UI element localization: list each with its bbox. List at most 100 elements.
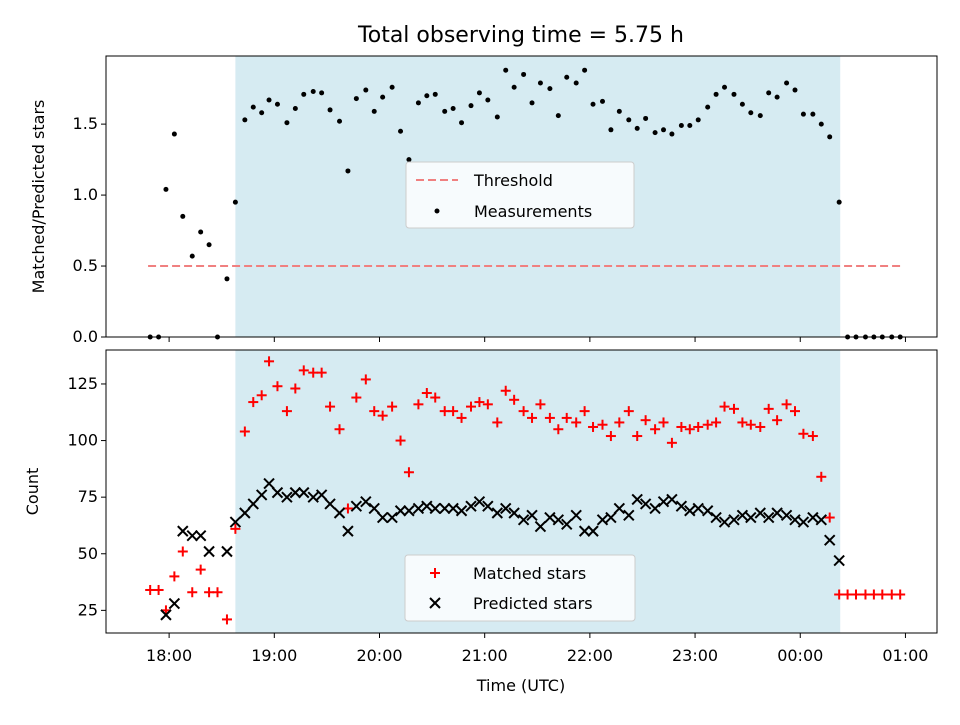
measurement-point xyxy=(389,84,395,90)
predicted-star-point xyxy=(160,609,172,621)
predicted-star-point xyxy=(482,500,494,512)
matched-star-point xyxy=(212,587,223,598)
measurement-point xyxy=(810,111,816,117)
matched-star-point xyxy=(195,564,206,575)
predicted-star-point xyxy=(639,498,652,510)
matched-star-point xyxy=(456,412,467,423)
measurement-point xyxy=(521,71,527,77)
predicted-star-point xyxy=(534,520,547,533)
measurement-point xyxy=(319,90,325,96)
matched-star-point xyxy=(527,412,538,423)
predicted-star-point xyxy=(631,493,643,506)
matched-star-point xyxy=(623,406,634,417)
predicted-star-point xyxy=(247,498,259,510)
measurement-point xyxy=(406,157,412,163)
measurement-point xyxy=(224,276,230,282)
predicted-star-point xyxy=(623,509,635,521)
measurement-point xyxy=(442,108,448,114)
predicted-star-point xyxy=(789,514,801,526)
bottom-plot-frame xyxy=(105,349,938,634)
matched-star-point xyxy=(439,406,450,417)
matched-star-point xyxy=(728,403,739,414)
x-axis-label: Time (UTC) xyxy=(476,676,565,695)
measurement-point xyxy=(669,131,675,137)
measurement-point xyxy=(380,94,386,100)
matched-star-point xyxy=(597,419,608,430)
predicted-star-point xyxy=(289,486,302,499)
predicted-star-point xyxy=(675,500,688,512)
measurement-point xyxy=(731,91,737,97)
matched-star-point xyxy=(719,401,730,412)
matched-star-point xyxy=(895,589,906,600)
measurement-point xyxy=(232,199,238,205)
measurement-point xyxy=(661,127,667,133)
predicted-star-point xyxy=(186,529,198,542)
predicted-star-point xyxy=(728,514,740,526)
x-tick-label: 18:00 xyxy=(146,646,192,665)
measurement-point xyxy=(189,253,195,259)
predicted-star-point xyxy=(605,511,617,524)
matched-star-point xyxy=(684,424,695,435)
predicted-star-point xyxy=(649,502,661,515)
matched-star-point xyxy=(824,512,835,523)
predicted-star-point xyxy=(578,525,591,537)
predicted-star-point xyxy=(771,507,783,519)
predicted-star-point xyxy=(360,495,372,508)
matched-star-point xyxy=(492,417,503,428)
predicted-star-point xyxy=(736,509,749,521)
measurement-point xyxy=(652,130,658,136)
predicted-star-point xyxy=(350,500,363,512)
predicted-star-point xyxy=(229,516,242,528)
measurement-point xyxy=(573,80,579,86)
matched-star-point xyxy=(377,410,388,421)
predicted-star-point xyxy=(439,502,451,515)
predicted-star-point xyxy=(596,514,609,526)
matched-star-point xyxy=(711,417,722,428)
legend-measurements-swatch xyxy=(434,208,440,214)
predicted-star-point xyxy=(815,514,827,526)
matched-star-point xyxy=(868,589,879,600)
matched-star-point xyxy=(807,431,818,442)
predicted-star-point xyxy=(281,491,293,503)
measurement-point xyxy=(564,74,570,80)
matched-star-point xyxy=(308,367,319,378)
predicted-star-point xyxy=(221,545,233,558)
predicted-star-point xyxy=(508,507,520,519)
top-plot-frame xyxy=(105,55,938,338)
matched-star-point xyxy=(204,587,215,598)
predicted-star-point xyxy=(168,597,181,610)
matched-star-point xyxy=(561,412,572,423)
matched-star-point xyxy=(281,406,292,417)
bottom-legend-box xyxy=(404,554,636,622)
legend-predicted-label: Predicted stars xyxy=(473,594,593,613)
predicted-star-point xyxy=(500,502,512,515)
predicted-star-point xyxy=(657,495,670,508)
matched-star-point xyxy=(816,471,827,482)
matched-star-point xyxy=(632,431,643,442)
matched-star-point xyxy=(325,401,336,412)
matched-star-point xyxy=(413,399,424,410)
matched-star-point xyxy=(834,589,845,600)
predicted-star-point xyxy=(177,525,189,537)
predicted-star-point xyxy=(666,493,678,506)
legend-threshold-label: Threshold xyxy=(473,171,553,190)
matched-star-point xyxy=(239,426,250,437)
predicted-star-point xyxy=(517,514,530,526)
measurement-point xyxy=(774,94,780,100)
matched-star-point xyxy=(640,415,651,426)
matched-star-point xyxy=(588,421,599,432)
predicted-star-point xyxy=(807,511,819,524)
measurement-point xyxy=(836,199,842,205)
measurement-point xyxy=(468,103,474,109)
measurement-point xyxy=(259,110,265,116)
bottom-y-tick-label: 50 xyxy=(78,544,98,563)
measurement-point xyxy=(206,242,212,248)
matched-star-point xyxy=(334,424,345,435)
bottom-panel: 25 50 75 100 125 18:00 19:00 20:00 21:00 22:00 23:… xyxy=(23,349,938,695)
matched-star-point xyxy=(842,589,853,600)
matched-star-point xyxy=(187,587,198,598)
measurement-point xyxy=(292,106,298,112)
x-tick-label: 01:00 xyxy=(882,646,928,665)
measurement-point xyxy=(739,101,745,107)
measurement-point xyxy=(722,84,728,90)
